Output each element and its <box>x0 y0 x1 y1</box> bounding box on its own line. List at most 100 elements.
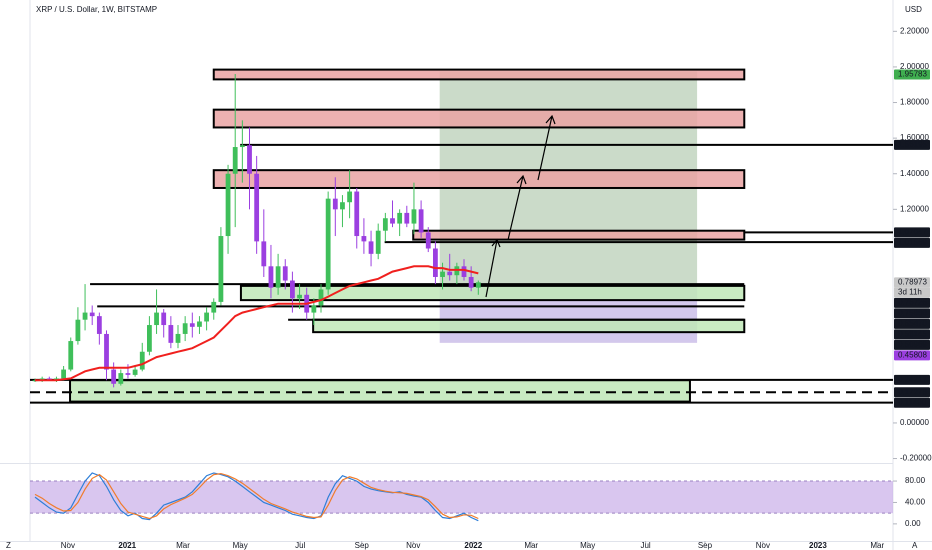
candle-body <box>318 289 324 306</box>
candle-body <box>232 147 238 174</box>
chart-title: XRP / U.S. Dollar, 1W, BITSTAMP <box>36 5 157 14</box>
candle-body <box>154 312 159 326</box>
candle-body <box>261 241 267 267</box>
price-label-box <box>894 329 930 340</box>
y-tick-label: 40.00 <box>905 498 926 507</box>
candle-body <box>189 323 195 327</box>
candle-body <box>354 191 360 237</box>
y-tick-label: 1.20000 <box>900 204 929 213</box>
candle-body <box>468 276 474 288</box>
price-label-box <box>894 297 930 308</box>
price-label: 0.76726 <box>898 298 927 307</box>
price-label: 1.56195 <box>898 140 927 149</box>
candle-body <box>104 333 109 370</box>
price-label-box <box>894 277 930 288</box>
candle-body <box>275 266 281 288</box>
y-tick-label: 1.60000 <box>900 133 929 142</box>
candle-body <box>254 173 260 242</box>
candle-body <box>89 312 95 317</box>
auto-scale-button[interactable]: A <box>912 541 918 550</box>
y-tick-label: 0.00 <box>905 519 921 528</box>
candle-body <box>461 266 467 277</box>
price-label: 0.11400 <box>898 398 927 407</box>
candle-body <box>197 321 202 327</box>
candle-body <box>404 212 410 224</box>
price-label-box <box>894 308 930 319</box>
price-label: 0.75880 <box>898 308 927 317</box>
candle-body <box>282 266 288 281</box>
candle-body <box>325 198 331 290</box>
candle-body <box>139 351 145 370</box>
candle-body <box>82 312 88 320</box>
price-label-box <box>894 397 930 408</box>
candle-body <box>433 248 438 277</box>
price-label-box <box>894 318 930 329</box>
y-tick-label: -0.20000 <box>900 454 932 463</box>
candle-body <box>375 230 381 254</box>
candle-body <box>96 316 102 334</box>
price-label: 0.45808 <box>898 350 927 359</box>
price-label-box <box>894 350 930 361</box>
plot-layer: 2.20000 2.00000 1.80000 1.60000 1.40000 1.200… <box>30 26 932 550</box>
price-label: 1.95783 <box>898 70 927 79</box>
y-tick-label: 2.20000 <box>900 26 929 35</box>
zone <box>212 169 746 189</box>
y-tick-label: 1.40000 <box>900 169 929 178</box>
arrow <box>485 238 501 298</box>
countdown-box <box>894 287 930 298</box>
zone <box>212 68 746 81</box>
x-tick-label: Mar <box>870 541 884 550</box>
candle-body <box>368 241 374 254</box>
zone <box>239 284 746 302</box>
candle-body <box>425 232 431 249</box>
x-tick-label: Nov <box>406 541 420 550</box>
price-label-box <box>894 139 930 150</box>
x-tick-label: Mar <box>524 541 538 550</box>
candle-body <box>147 325 152 352</box>
candle-body <box>397 212 403 224</box>
candle-body <box>440 271 445 277</box>
candle-body <box>118 373 124 384</box>
x-tick-label: Mar <box>176 541 190 550</box>
price-label-box <box>894 237 930 248</box>
price-label-box <box>894 69 930 80</box>
arrow <box>537 114 556 181</box>
price-label: 1.01569 <box>898 238 927 247</box>
candle-body <box>340 202 345 210</box>
price-label: 0.50969 <box>898 340 927 349</box>
candle-body <box>382 218 388 231</box>
x-tick-label: May <box>580 541 595 550</box>
price-label-box <box>894 387 930 398</box>
y-tick-label: 2.00000 <box>900 62 929 71</box>
zone <box>69 379 691 403</box>
candle-body <box>75 319 81 342</box>
stoch-band <box>30 481 893 514</box>
price-label: 0.78973 <box>898 277 927 286</box>
candle-body <box>239 145 245 148</box>
arrows <box>485 114 556 298</box>
y-tick-label: 1.80000 <box>900 98 929 107</box>
candle-body <box>161 312 167 326</box>
zoom-button[interactable]: Z <box>6 541 11 550</box>
candle-body <box>390 218 395 224</box>
zone <box>412 229 746 241</box>
x-tick-label: 2021 <box>118 541 136 550</box>
price-label-box <box>894 339 930 350</box>
x-tick-label: Nov <box>61 541 75 550</box>
x-tick-label: Sep <box>698 541 713 550</box>
candle-body <box>347 191 353 203</box>
x-tick-label: Jul <box>295 541 305 550</box>
candle-body <box>447 271 453 276</box>
candle-body <box>211 301 217 313</box>
candle-body <box>182 323 188 334</box>
candle-body <box>332 198 338 210</box>
moving-average <box>35 265 479 382</box>
candle-body <box>290 280 295 299</box>
candle-body <box>175 333 181 343</box>
y-tick-label: 80.00 <box>905 476 926 485</box>
candle-body <box>125 373 131 375</box>
price-label: 0.65470 <box>898 319 927 328</box>
candle-body <box>168 325 174 343</box>
